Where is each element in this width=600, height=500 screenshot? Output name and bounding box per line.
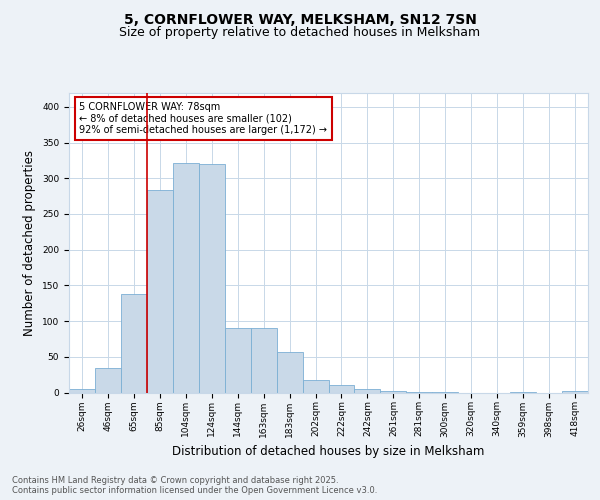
Text: 5, CORNFLOWER WAY, MELKSHAM, SN12 7SN: 5, CORNFLOWER WAY, MELKSHAM, SN12 7SN <box>124 12 476 26</box>
Bar <box>95 368 121 392</box>
Bar <box>225 328 251 392</box>
Bar <box>277 352 302 393</box>
Bar <box>355 389 380 392</box>
Bar <box>121 294 147 392</box>
Text: 5 CORNFLOWER WAY: 78sqm
← 8% of detached houses are smaller (102)
92% of semi-de: 5 CORNFLOWER WAY: 78sqm ← 8% of detached… <box>79 102 328 134</box>
Bar <box>69 389 95 392</box>
Text: Size of property relative to detached houses in Melksham: Size of property relative to detached ho… <box>119 26 481 39</box>
Text: Contains HM Land Registry data © Crown copyright and database right 2025.
Contai: Contains HM Land Registry data © Crown c… <box>12 476 377 495</box>
Bar <box>199 164 224 392</box>
Y-axis label: Number of detached properties: Number of detached properties <box>23 150 37 336</box>
Bar <box>302 380 329 392</box>
Bar <box>251 328 277 392</box>
Bar <box>329 386 355 392</box>
Bar <box>173 162 199 392</box>
Bar <box>147 190 173 392</box>
Bar <box>380 391 406 392</box>
Bar <box>562 391 588 392</box>
X-axis label: Distribution of detached houses by size in Melksham: Distribution of detached houses by size … <box>172 445 485 458</box>
